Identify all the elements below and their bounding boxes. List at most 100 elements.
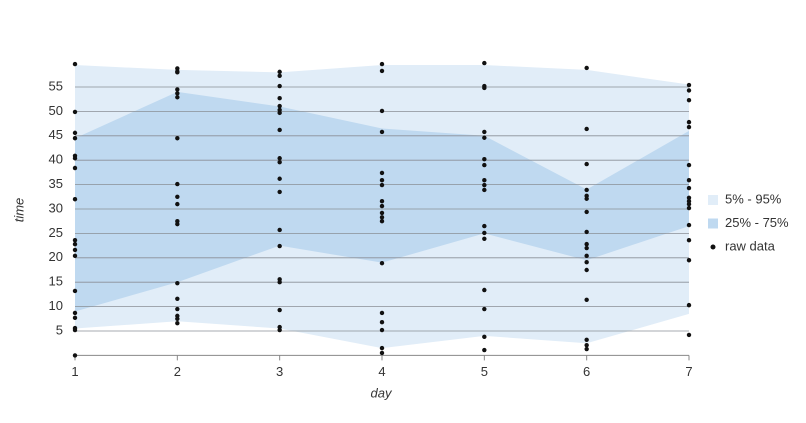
data-point	[482, 236, 487, 241]
data-point	[482, 223, 487, 229]
data-point	[686, 124, 692, 130]
data-point	[584, 245, 589, 251]
data-point	[175, 280, 180, 286]
data-point	[379, 260, 385, 266]
data-point	[277, 73, 282, 78]
data-point	[72, 247, 78, 253]
data-point	[175, 201, 180, 207]
data-point	[277, 280, 282, 285]
data-point	[686, 332, 692, 338]
data-point	[72, 109, 78, 115]
legend-label: raw data	[725, 238, 776, 253]
data-point	[175, 320, 180, 326]
y-tick-label: 15	[49, 274, 63, 289]
data-point	[72, 136, 78, 141]
data-point	[686, 258, 692, 263]
data-point	[277, 96, 282, 101]
data-point	[175, 221, 180, 227]
legend-label: 5% - 95%	[725, 191, 782, 206]
data-point	[72, 130, 78, 136]
data-point	[584, 253, 589, 259]
data-point	[175, 306, 180, 312]
data-point	[379, 215, 385, 220]
data-point	[686, 97, 692, 103]
data-point	[72, 327, 78, 333]
data-point	[482, 347, 487, 353]
data-point	[584, 187, 589, 193]
x-tick-label: 5	[481, 364, 488, 379]
data-point	[72, 197, 78, 202]
data-point	[175, 91, 180, 96]
data-point	[584, 259, 589, 265]
data-point	[379, 170, 385, 176]
data-point	[584, 126, 589, 132]
data-point	[379, 203, 385, 209]
data-point	[277, 127, 282, 133]
data-point	[584, 209, 589, 215]
data-point	[584, 346, 589, 352]
data-point	[72, 315, 78, 321]
legend-swatch	[710, 244, 716, 250]
data-point	[277, 159, 282, 165]
data-point	[482, 85, 487, 91]
data-point	[584, 342, 589, 348]
data-point	[482, 230, 487, 236]
data-point	[482, 187, 487, 193]
data-point	[379, 182, 385, 188]
x-tick-label: 3	[276, 364, 283, 379]
data-point	[686, 222, 692, 228]
y-tick-label: 25	[49, 225, 63, 240]
data-point	[72, 253, 78, 259]
data-point	[72, 353, 78, 358]
data-point	[482, 334, 487, 340]
data-point	[686, 185, 692, 191]
data-point	[584, 267, 589, 273]
data-point	[277, 243, 282, 249]
data-point	[379, 350, 385, 356]
data-point	[379, 345, 385, 351]
data-point	[379, 310, 385, 316]
y-axis-title: time	[11, 198, 26, 223]
x-tick-label: 2	[174, 364, 181, 379]
data-point	[686, 195, 692, 200]
data-point	[72, 165, 78, 171]
data-point	[584, 297, 589, 302]
data-point	[379, 320, 385, 325]
data-point	[72, 310, 78, 316]
data-point	[482, 182, 487, 188]
data-point	[584, 65, 589, 71]
data-point	[686, 82, 692, 88]
data-point	[175, 95, 180, 100]
data-point	[482, 157, 487, 162]
data-point	[277, 227, 282, 233]
data-point	[584, 337, 589, 342]
data-point	[277, 189, 282, 195]
data-point	[379, 327, 385, 333]
data-point	[686, 302, 692, 308]
data-point	[277, 156, 282, 161]
data-point	[277, 103, 282, 109]
data-point	[482, 60, 487, 66]
data-point	[584, 196, 589, 201]
data-point	[175, 87, 180, 92]
x-axis-title: day	[371, 385, 393, 400]
data-point	[686, 238, 692, 243]
x-tick-label: 7	[685, 364, 692, 379]
x-tick-label: 6	[583, 364, 590, 379]
y-tick-label: 5	[56, 322, 63, 337]
data-point	[175, 70, 180, 75]
data-point	[482, 287, 487, 293]
y-tick-label: 20	[49, 249, 63, 264]
y-tick-label: 40	[49, 152, 63, 167]
data-point	[379, 219, 385, 224]
data-point	[482, 306, 487, 312]
data-point	[175, 181, 180, 187]
data-point	[175, 316, 180, 321]
y-tick-label: 50	[49, 103, 63, 118]
data-point	[379, 61, 385, 67]
data-point	[72, 288, 78, 294]
data-point	[482, 135, 487, 140]
data-point	[379, 108, 385, 114]
data-point	[686, 162, 692, 168]
data-point	[277, 307, 282, 313]
